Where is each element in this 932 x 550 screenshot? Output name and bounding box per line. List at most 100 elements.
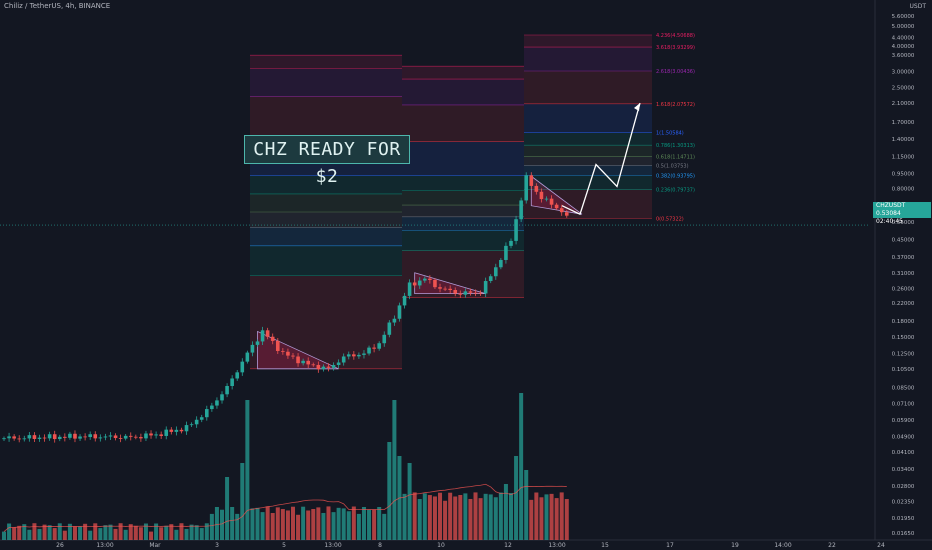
candle-body <box>519 200 523 220</box>
fib-zone <box>524 47 652 71</box>
candle-body <box>286 351 290 356</box>
volume-bar <box>230 507 235 540</box>
volume-bar <box>265 506 270 540</box>
candle-body <box>134 436 138 438</box>
fib-zone <box>250 245 402 276</box>
fib-level-label: 0.5(1.03753) <box>656 163 689 169</box>
volume-bar <box>351 506 356 540</box>
volume-bar <box>473 492 478 540</box>
volume-bar <box>72 526 77 540</box>
fib-zone <box>402 141 524 176</box>
volume-bar <box>468 498 473 540</box>
candle-body <box>453 290 458 294</box>
candle-body <box>12 436 16 439</box>
annotation-banner[interactable]: CHZ READY FOR $2 <box>244 135 410 187</box>
volume-bar <box>458 495 463 540</box>
candle-body <box>281 350 285 352</box>
volume-bar <box>220 509 225 540</box>
candle-body <box>78 436 82 439</box>
volume-bar <box>250 508 255 540</box>
candle-body <box>17 438 22 440</box>
volume-bar <box>483 493 488 540</box>
candle-body <box>215 400 219 406</box>
volume-bar <box>361 506 366 540</box>
candle-body <box>433 279 437 288</box>
volume-bar <box>367 509 372 540</box>
volume-bar <box>382 513 387 540</box>
volume-ma-line <box>3 483 567 532</box>
candle-body <box>169 429 174 432</box>
volume-bar <box>321 512 326 540</box>
candle-body <box>397 305 402 319</box>
fib-level-label: 1(1.50584) <box>656 131 684 137</box>
volume-bar <box>412 492 417 540</box>
volume-bar <box>164 525 169 540</box>
candle-body <box>509 240 513 246</box>
candle-body <box>382 334 387 344</box>
candle-body <box>341 356 346 363</box>
volume-bar <box>336 507 341 540</box>
time-tick: 22 <box>828 542 836 549</box>
volume-bar <box>432 496 437 540</box>
symbol-header[interactable]: Chiliz / TetherUS, 4h, BINANCE <box>4 2 111 10</box>
volume-bar <box>27 529 32 540</box>
price-tick: 5.00000 <box>892 24 915 30</box>
volume-bar <box>290 506 295 540</box>
volume-bar <box>128 524 133 540</box>
candle-body <box>488 276 493 282</box>
candle-body <box>417 280 422 286</box>
price-tick: 0.31000 <box>892 271 915 277</box>
candle-body <box>387 322 392 335</box>
candle-body <box>128 435 133 437</box>
candle-body <box>473 292 478 294</box>
volume-bar <box>154 523 159 540</box>
price-tag-price: 0.53084 <box>876 210 901 217</box>
fib-level-label: 0(0.57322) <box>656 216 684 222</box>
candle-body <box>250 344 255 353</box>
fib-zone <box>524 145 652 157</box>
candle-body <box>346 354 351 357</box>
price-tick: 0.10500 <box>892 367 915 373</box>
volume-bar <box>402 493 407 540</box>
price-tick: 0.15000 <box>892 335 915 341</box>
candle-body <box>22 438 27 440</box>
volume-bar <box>422 493 427 540</box>
volume-bar <box>17 525 22 540</box>
price-tick: 4.40000 <box>892 35 915 41</box>
time-tick: 24 <box>877 542 885 549</box>
fib-zone <box>402 230 524 251</box>
fib-level-label: 4.236(4.50688) <box>656 33 695 39</box>
volume-bar <box>32 523 37 540</box>
fib-zone <box>250 193 402 213</box>
volume-bar <box>108 524 113 540</box>
fib-level-label: 0.618(1.14711) <box>656 155 695 161</box>
candle-body <box>37 437 42 439</box>
candle-body <box>184 425 189 432</box>
candle-body <box>306 360 310 365</box>
fib-zone <box>402 190 524 206</box>
volume-bar <box>448 492 453 540</box>
candle-body <box>301 360 305 364</box>
candle-body <box>463 291 468 295</box>
candle-body <box>407 282 412 296</box>
fib-zone <box>524 34 652 48</box>
candle-body <box>260 330 265 342</box>
candle-body <box>174 429 179 432</box>
price-tick: 0.80000 <box>892 187 915 193</box>
price-tick: 2.50000 <box>892 86 915 92</box>
volume-bar <box>301 506 306 540</box>
candle-body <box>52 434 57 440</box>
fib-zone <box>402 104 524 142</box>
candle-body <box>544 198 549 200</box>
price-tick: 0.22000 <box>892 301 915 307</box>
candle-body <box>564 212 569 216</box>
fib-zone <box>524 156 652 166</box>
volume-bar <box>331 512 336 540</box>
volume-bar <box>62 530 67 540</box>
volume-bar <box>270 513 275 540</box>
fib-zone <box>402 79 524 105</box>
candle-body <box>362 353 366 355</box>
candle-body <box>7 436 11 439</box>
price-tick: 0.26000 <box>892 286 915 292</box>
